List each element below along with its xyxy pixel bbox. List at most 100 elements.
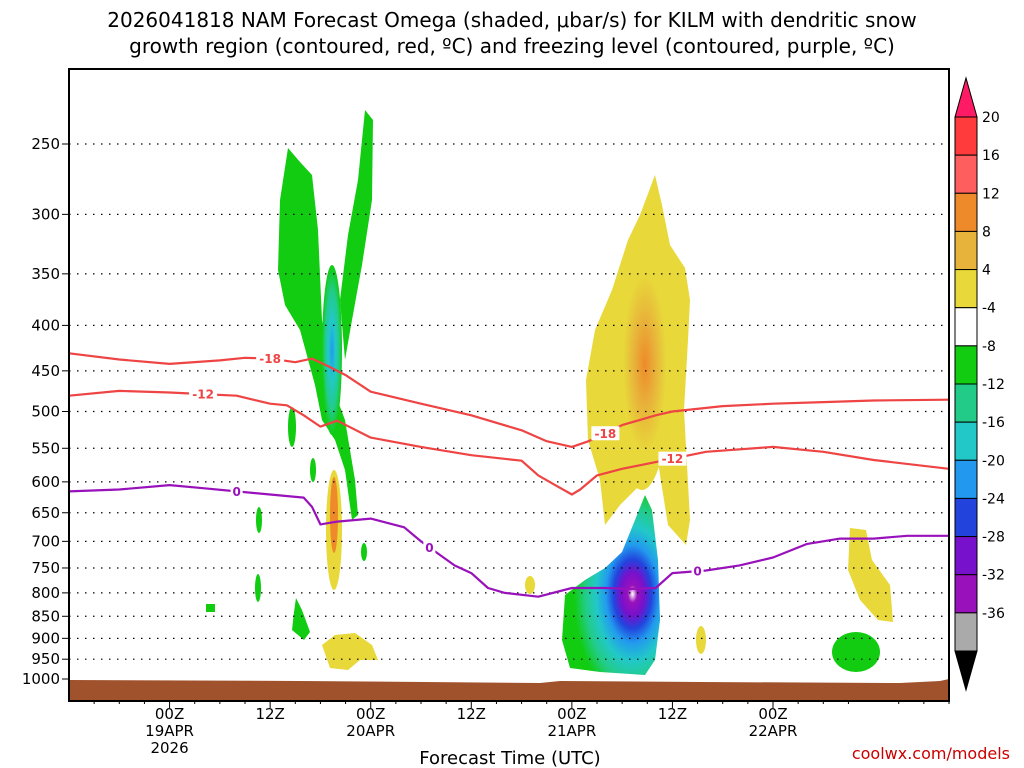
chart-title-line1: 2026041818 NAM Forecast Omega (shaded, μ… (107, 8, 916, 32)
contour-label-0-0: -18 (259, 352, 281, 366)
y-tick-label-700: 700 (31, 532, 60, 550)
x-tick-label-2: 00Z (356, 705, 385, 723)
colorbar-label-7: -12 (982, 377, 1005, 393)
downward-spot-e (848, 528, 893, 622)
colorbar-label-2: 12 (982, 186, 1000, 202)
downward-spot-a-core (330, 477, 338, 553)
contour-label-1-1: -12 (662, 452, 684, 466)
contour-label-bg (256, 351, 285, 366)
x-tick-label-4: 00Z (557, 705, 586, 723)
contour-label-bg (423, 540, 436, 555)
y-tick-label-900: 900 (31, 629, 60, 647)
upward-motion-region-21apr (562, 495, 660, 675)
contour-label-0-1: -18 (595, 427, 617, 441)
contour-label-bg (230, 484, 243, 499)
downward-spot-d (696, 626, 706, 654)
upward-spot-g (361, 543, 367, 561)
colorbar-label-12: -32 (982, 568, 1005, 584)
contour-line-2 (69, 484, 949, 598)
colorbar-bin-7 (954, 383, 978, 423)
colorbar-label-9: -20 (982, 453, 1005, 469)
colorbar-bin-3 (954, 230, 978, 271)
x-date-label-0: 19APR (145, 722, 194, 740)
y-tick-label-950: 950 (31, 650, 60, 668)
x-tick-label-1: 12Z (255, 705, 284, 723)
colorbar: 20 16 12 8 4 -4 -8 -12 -16 -20 -24 -28 -32 -36 (954, 76, 1005, 692)
upward-spot-b (310, 458, 316, 482)
y-tick-label-250: 250 (31, 135, 60, 153)
x-tick-label-3: 12Z (457, 705, 486, 723)
y-tick-label-350: 350 (31, 265, 60, 283)
x-date-label-6: 22APR (749, 722, 798, 740)
contour-label-bg (658, 451, 687, 466)
colorbar-label-1: 16 (982, 148, 1000, 164)
x-date-label-4: 21APR (547, 722, 596, 740)
upward-spot-c (256, 507, 262, 533)
colorbar-bin-4 (954, 269, 978, 309)
y-tick-label-550: 550 (31, 439, 60, 457)
colorbar-bin-12 (954, 574, 978, 614)
colorbar-label-6: -8 (982, 339, 996, 355)
upward-spot-h (832, 632, 880, 672)
colorbar-bin-11 (954, 536, 978, 576)
colorbar-bin-13 (954, 612, 978, 652)
x-date-label-2: 20APR (346, 722, 395, 740)
colorbar-bin-1 (954, 154, 978, 194)
contour-label-bg (691, 564, 704, 579)
y-tick-label-1000: 1000 (22, 670, 60, 688)
contour-label-2-1: 0 (425, 541, 433, 555)
contour-label-2-0: 0 (232, 485, 240, 499)
downward-core (614, 260, 670, 490)
y-tick-label-300: 300 (31, 205, 60, 223)
x-axis-label: Forecast Time (UTC) (419, 748, 600, 768)
colorbar-bin-8 (954, 421, 978, 461)
x-tick-label-0: 00Z (155, 705, 184, 723)
colorbar-bin-5 (954, 307, 978, 347)
temperature-contours (69, 352, 949, 598)
y-tick-label-500: 500 (31, 403, 60, 421)
colorbar-label-11: -28 (982, 530, 1005, 546)
contour-line-1 (69, 389, 949, 496)
plot-frame (68, 68, 950, 702)
colorbar-label-3: 8 (982, 224, 991, 240)
chart-title-line2: growth region (contoured, red, ºC) and f… (129, 34, 895, 58)
downward-spot-c (525, 576, 535, 594)
y-tick-label-800: 800 (31, 584, 60, 602)
colorbar-bin-10 (954, 497, 978, 538)
colorbar-bin-2 (954, 192, 978, 232)
colorbar-bottom-arrow (954, 650, 978, 692)
x-tick-label-5: 12Z (658, 705, 687, 723)
colorbar-top-arrow (954, 76, 978, 118)
x-year-label-0: 2026 (150, 739, 188, 757)
y-tick-label-650: 650 (31, 504, 60, 522)
colorbar-bin-0 (954, 116, 978, 156)
upward-motion-column-2 (340, 110, 373, 360)
omega-shading (206, 110, 893, 675)
upward-core-1 (322, 265, 342, 435)
colorbar-label-8: -16 (982, 415, 1005, 431)
y-tick-label-600: 600 (31, 473, 60, 491)
contour-labels: -18 -18 -12 -12 0 0 0 (189, 351, 704, 579)
upward-motion-column-1 (278, 148, 358, 520)
colorbar-label-5: -4 (982, 301, 996, 317)
contour-label-2-2: 0 (693, 565, 701, 579)
contour-line-0 (69, 352, 949, 448)
upward-spot-a (288, 407, 296, 447)
colorbar-label-0: 20 (982, 110, 1000, 126)
y-tick-label-450: 450 (31, 362, 60, 380)
contour-label-bg (591, 426, 620, 441)
y-tick-label-850: 850 (31, 607, 60, 625)
upward-spot-d (255, 574, 261, 602)
ground-terrain (69, 679, 949, 701)
colorbar-label-4: 4 (982, 263, 991, 279)
y-tick-label-750: 750 (31, 559, 60, 577)
contour-label-1-0: -12 (192, 388, 214, 402)
colorbar-bin-6 (954, 345, 978, 385)
downward-spot-b (322, 633, 378, 670)
colorbar-label-10: -24 (982, 491, 1005, 507)
credit-text: coolwx.com/models (852, 744, 1010, 763)
y-axis: 250 300 350 400 450 500 550 600 650 700 750 800 850 9… (22, 135, 69, 688)
y-tick-label-400: 400 (31, 316, 60, 334)
